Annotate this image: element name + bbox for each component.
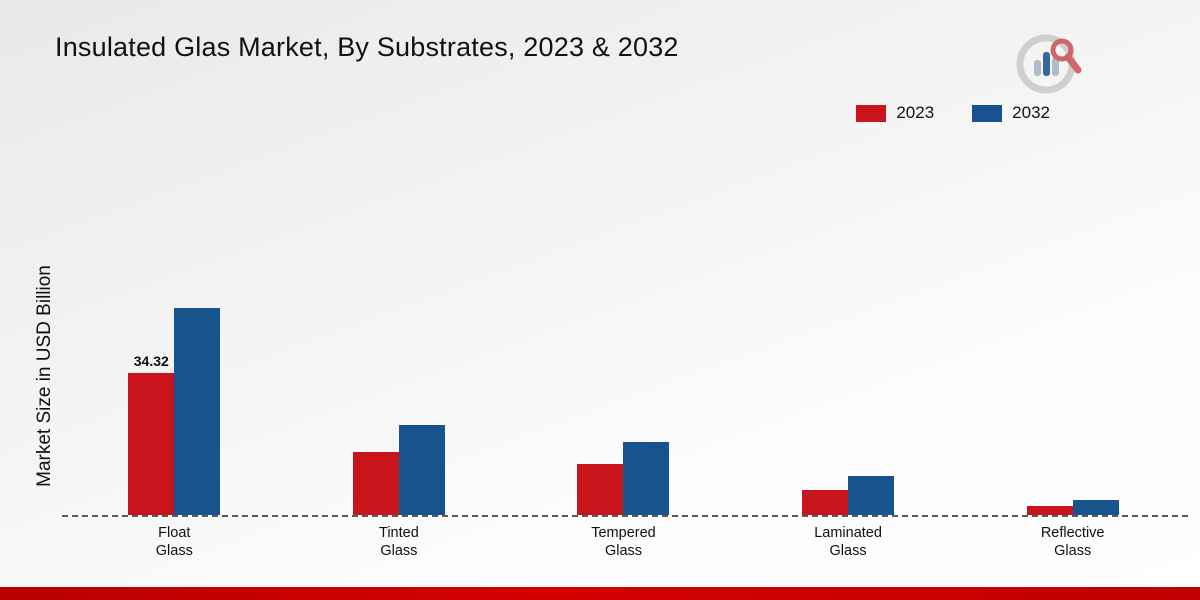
page-title: Insulated Glas Market, By Substrates, 20… (55, 32, 679, 62)
market-research-logo-icon (1016, 34, 1082, 94)
category-label-laminated-glass: Laminated Glass (814, 525, 882, 560)
bar-2032-laminated-glass (848, 476, 895, 515)
bar-group-tinted-glass (352, 425, 445, 515)
bar-group-tempered-glass (577, 442, 670, 515)
bar-2032-reflective-glass (1072, 500, 1119, 515)
category-label-tinted-glass: Tinted Glass (379, 525, 419, 560)
legend-swatch-2032 (972, 104, 1003, 122)
bar-2023-laminated-glass (802, 490, 849, 515)
bar-2032-tempered-glass (623, 442, 670, 515)
category-labels: Float Glass Tinted Glass Tempered Glass Lamina… (62, 524, 1185, 560)
legend: 2023 2032 (856, 103, 1050, 123)
legend-label-2023: 2023 (896, 103, 935, 122)
bar-2032-tinted-glass (398, 425, 445, 515)
bar-2023-tinted-glass (352, 452, 399, 515)
bar-plot-area: 34.32 (62, 0, 1185, 515)
bar-value-label: 34.32 (133, 353, 169, 369)
bar-2032-float-glass (174, 308, 221, 515)
legend-item-2032: 2032 (972, 103, 1050, 123)
category-label-reflective-glass: Reflective Glass (1040, 525, 1105, 560)
bar-group-reflective-glass (1026, 500, 1119, 515)
bar-group-laminated-glass (802, 476, 895, 515)
category-label-float-glass: Float Glass (155, 525, 193, 560)
category-label-tempered-glass: Tempered Glass (591, 525, 656, 560)
legend-swatch-2023 (856, 104, 887, 122)
bar-group-float-glass: 34.32 (128, 308, 221, 515)
x-axis-baseline (62, 515, 1188, 517)
y-axis-label: Market Size in USD Billion (34, 265, 55, 487)
bar-2023-tempered-glass (577, 464, 624, 515)
bottom-accent-bar (0, 587, 1200, 600)
bar-2023-float-glass: 34.32 (128, 353, 175, 515)
legend-label-2032: 2032 (1012, 103, 1050, 122)
legend-item-2023: 2023 (856, 103, 934, 123)
bar-2023-reflective-glass (1026, 506, 1073, 515)
